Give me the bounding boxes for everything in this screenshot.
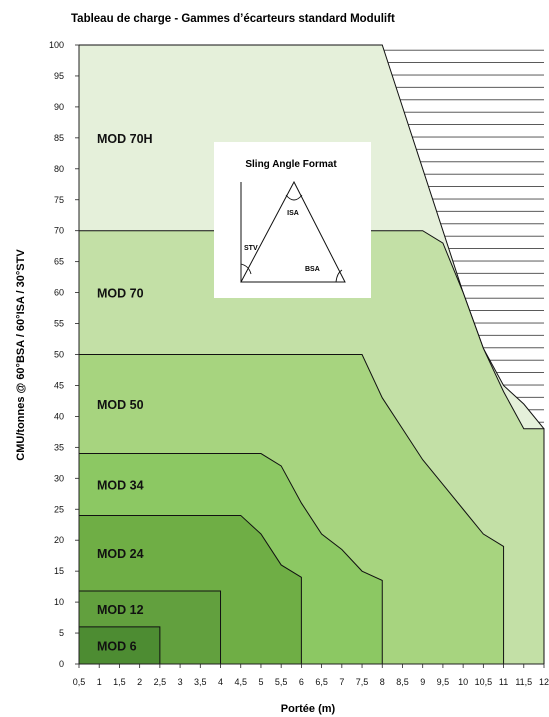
chart-title: Tableau de charge - Gammes d’écarteurs s…	[71, 13, 395, 25]
y-tick-label: 85	[54, 133, 64, 143]
mod-34-label: MOD 34	[97, 478, 144, 492]
x-tick-label: 4	[218, 677, 223, 687]
inset-box	[214, 142, 371, 298]
mod-6-area	[79, 626, 160, 664]
x-tick-label: 4,5	[234, 677, 247, 687]
mod-50-boundary	[79, 354, 505, 664]
stv-angle-arc	[240, 263, 252, 275]
isa-label: ISA	[287, 210, 299, 217]
mod-70-boundary	[79, 230, 545, 664]
y-tick-label: 90	[54, 102, 64, 112]
y-tick-label: 20	[54, 535, 64, 545]
sling-angle-inset: Sling Angle Format ISA STV BSA	[214, 142, 371, 298]
y-tick-label: 80	[54, 164, 64, 174]
x-axis-ticks: 0,5 1 1,5 2 2,5 3 3,5 4 4,5 5 5,5 6 6,5 7 7,5 8 8,5 9 9,5 1…	[73, 664, 549, 687]
y-axis-ticks: 0 5 10 15 20 25 30 35 40 45 50 55 60 65 70 75 80 85 90 95 10…	[49, 40, 79, 669]
mod-70h-label: MOD 70H	[97, 132, 153, 146]
mod-24-boundary	[79, 514, 302, 664]
y-tick-label: 100	[49, 40, 64, 50]
y-tick-label: 40	[54, 411, 64, 421]
x-tick-label: 1,5	[113, 677, 126, 687]
x-tick-label: 8,5	[396, 677, 409, 687]
y-tick-label: 15	[54, 566, 64, 576]
y-tick-label: 0	[59, 659, 64, 669]
x-tick-label: 7,5	[356, 677, 369, 687]
x-tick-label: 8	[380, 677, 385, 687]
x-tick-label: 12	[539, 677, 549, 687]
x-tick-label: 6	[299, 677, 304, 687]
x-tick-label: 3	[178, 677, 183, 687]
y-axis-label: CMU/tonnes @ 60°BSA / 60°ISA / 30°STV	[15, 249, 27, 461]
y-tick-label: 35	[54, 442, 64, 452]
mod-70-label: MOD 70	[97, 287, 144, 301]
y-tick-label: 10	[54, 597, 64, 607]
bsa-angle-arc	[335, 269, 343, 283]
inset-title: Sling Angle Format	[245, 159, 337, 170]
x-tick-label: 10	[458, 677, 468, 687]
y-tick-label: 50	[54, 350, 64, 360]
mod-12-label: MOD 12	[97, 603, 144, 617]
x-axis-label: Portée (m)	[281, 703, 336, 715]
y-tick-label: 95	[54, 71, 64, 81]
x-tick-label: 1	[97, 677, 102, 687]
x-tick-label: 9	[420, 677, 425, 687]
x-tick-label: 9,5	[437, 677, 450, 687]
y-tick-label: 45	[54, 380, 64, 390]
x-tick-label: 7	[339, 677, 344, 687]
x-tick-label: 0,5	[73, 677, 86, 687]
mod-12-boundary	[79, 590, 222, 664]
x-tick-label: 5	[258, 677, 263, 687]
x-tick-label: 10,5	[475, 677, 493, 687]
mod-6-boundary	[79, 626, 161, 664]
mod-50-label: MOD 50	[97, 398, 144, 412]
stv-label: STV	[244, 245, 258, 252]
bsa-label: BSA	[305, 266, 320, 273]
y-tick-label: 70	[54, 226, 64, 236]
y-tick-label: 5	[59, 628, 64, 638]
mod-6-label: MOD 6	[97, 639, 137, 653]
y-tick-label: 30	[54, 473, 64, 483]
y-tick-label: 55	[54, 319, 64, 329]
mod-34-boundary	[79, 453, 383, 664]
x-tick-label: 11,5	[515, 677, 532, 687]
isa-angle-arc	[285, 194, 303, 201]
x-tick-label: 11	[499, 677, 508, 687]
y-tick-label: 75	[54, 195, 64, 205]
mod-24-label: MOD 24	[97, 547, 144, 561]
x-tick-label: 2,5	[154, 677, 167, 687]
x-tick-label: 5,5	[275, 677, 288, 687]
sling-triangle	[240, 180, 346, 283]
x-tick-label: 2	[137, 677, 142, 687]
plot-area: MOD 70H MOD 70 MOD 50 MOD 34 MOD 24 MOD 12 MOD…	[78, 44, 545, 665]
y-tick-label: 25	[54, 504, 64, 514]
x-tick-label: 3,5	[194, 677, 207, 687]
y-tick-label: 60	[54, 288, 64, 298]
x-tick-label: 6,5	[315, 677, 328, 687]
y-tick-label: 65	[54, 257, 64, 267]
